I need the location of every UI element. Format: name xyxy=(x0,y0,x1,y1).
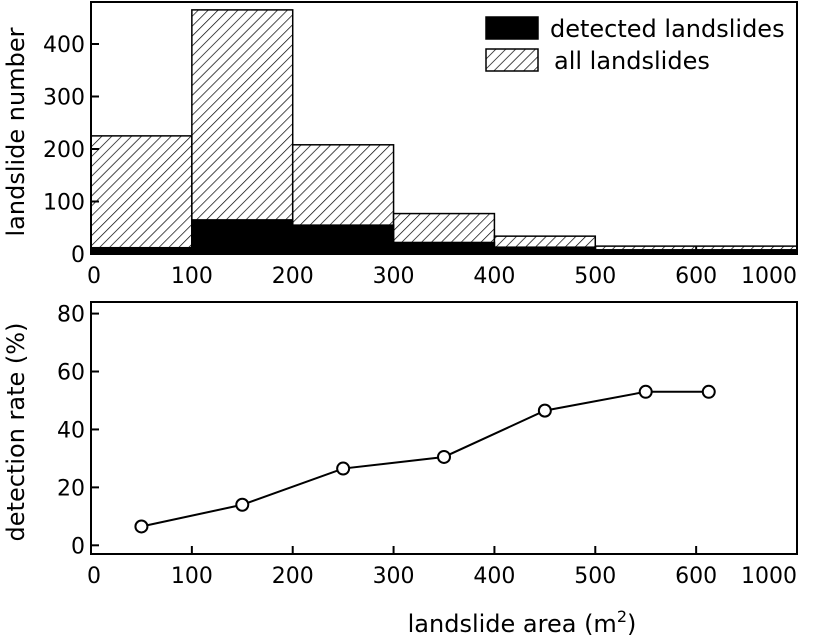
detection-rate-y-axis-title: detection rate (%) xyxy=(2,323,30,542)
histogram-y-axis-title: landslide number xyxy=(2,27,30,236)
detection-rate-line xyxy=(141,390,709,528)
legend-label-all: all landslides xyxy=(554,47,710,75)
histogram-legend: detected landslides all landslides xyxy=(485,15,785,75)
detection-rate-x-tick-label: 500 xyxy=(574,564,616,589)
detection-rate-x-ticks: 0 100 200 300 400 500 600 1000 xyxy=(87,546,798,589)
legend-label-detected: detected landslides xyxy=(550,15,785,43)
detection-rate-x-tick-label: 300 xyxy=(373,564,415,589)
detection-rate-series xyxy=(134,384,716,534)
x-axis-title-close: ) xyxy=(627,610,636,638)
bar-detected-4 xyxy=(493,246,597,255)
detection-rate-y-tick-label: 20 xyxy=(57,476,85,501)
detection-rate-point-3 xyxy=(437,449,451,464)
histogram-x-tick-label: 100 xyxy=(171,264,213,289)
x-axis-title-main: landslide area (m xyxy=(408,610,617,638)
detection-rate-plot-frame xyxy=(90,301,798,555)
detection-rate-x-tick-label: 200 xyxy=(272,564,314,589)
histogram-chart: landslide number 0 100 200 300 400 0 100 200 30… xyxy=(2,1,798,289)
histogram-x-tick-label: 1000 xyxy=(741,264,797,289)
detection-rate-y-tick-label: 0 xyxy=(71,534,85,559)
detection-rate-chart: detection rate (%) 0 20 40 60 80 0 100 200 300 4… xyxy=(2,301,798,638)
histogram-plot-frame xyxy=(90,1,798,255)
detection-rate-y-tick-label: 60 xyxy=(57,361,85,386)
detection-rate-point-6 xyxy=(701,384,716,399)
histogram-x-ticks: 0 100 200 300 400 500 600 1000 xyxy=(87,246,798,289)
detection-rate-y-tick-label: 80 xyxy=(57,303,85,328)
detection-rate-y-tick-label: 40 xyxy=(57,418,85,443)
detection-rate-point-0 xyxy=(134,519,149,534)
detection-rate-x-tick-label: 1000 xyxy=(741,564,797,589)
detection-rate-x-tick-label: 100 xyxy=(171,564,213,589)
bar-detected-3 xyxy=(392,241,496,255)
histogram-x-tick-label: 500 xyxy=(574,264,616,289)
detection-rate-point-1 xyxy=(235,497,250,512)
legend-swatch-detected xyxy=(485,16,539,40)
histogram-y-tick-label: 200 xyxy=(43,138,85,163)
detection-rate-point-5 xyxy=(638,384,653,399)
detection-rate-y-ticks: 0 20 40 60 80 xyxy=(57,303,99,559)
detection-rate-point-2 xyxy=(336,461,351,476)
detection-rate-point-4 xyxy=(537,403,552,418)
bar-all-0 xyxy=(90,135,193,255)
detection-rate-x-axis-title: landslide area (m2) xyxy=(408,607,637,638)
histogram-y-tick-label: 100 xyxy=(43,191,85,216)
histogram-x-tick-label: 200 xyxy=(272,264,314,289)
bar-detected-2 xyxy=(291,224,395,255)
detection-rate-x-tick-label: 400 xyxy=(473,564,515,589)
x-axis-title-superscript: 2 xyxy=(617,607,627,626)
histogram-x-tick-label: 300 xyxy=(373,264,415,289)
legend-swatch-all xyxy=(485,48,539,72)
histogram-y-tick-label: 0 xyxy=(71,243,85,268)
histogram-y-tick-label: 400 xyxy=(43,33,85,58)
histogram-y-tick-label: 300 xyxy=(43,86,85,111)
detection-rate-x-tick-label: 600 xyxy=(675,564,717,589)
detection-rate-x-tick-label: 0 xyxy=(87,564,101,589)
histogram-x-tick-label: 400 xyxy=(473,264,515,289)
histogram-x-tick-label: 0 xyxy=(87,264,101,289)
bar-all-1 xyxy=(191,9,294,255)
bar-detected-1 xyxy=(191,219,294,255)
histogram-x-tick-label: 600 xyxy=(675,264,717,289)
